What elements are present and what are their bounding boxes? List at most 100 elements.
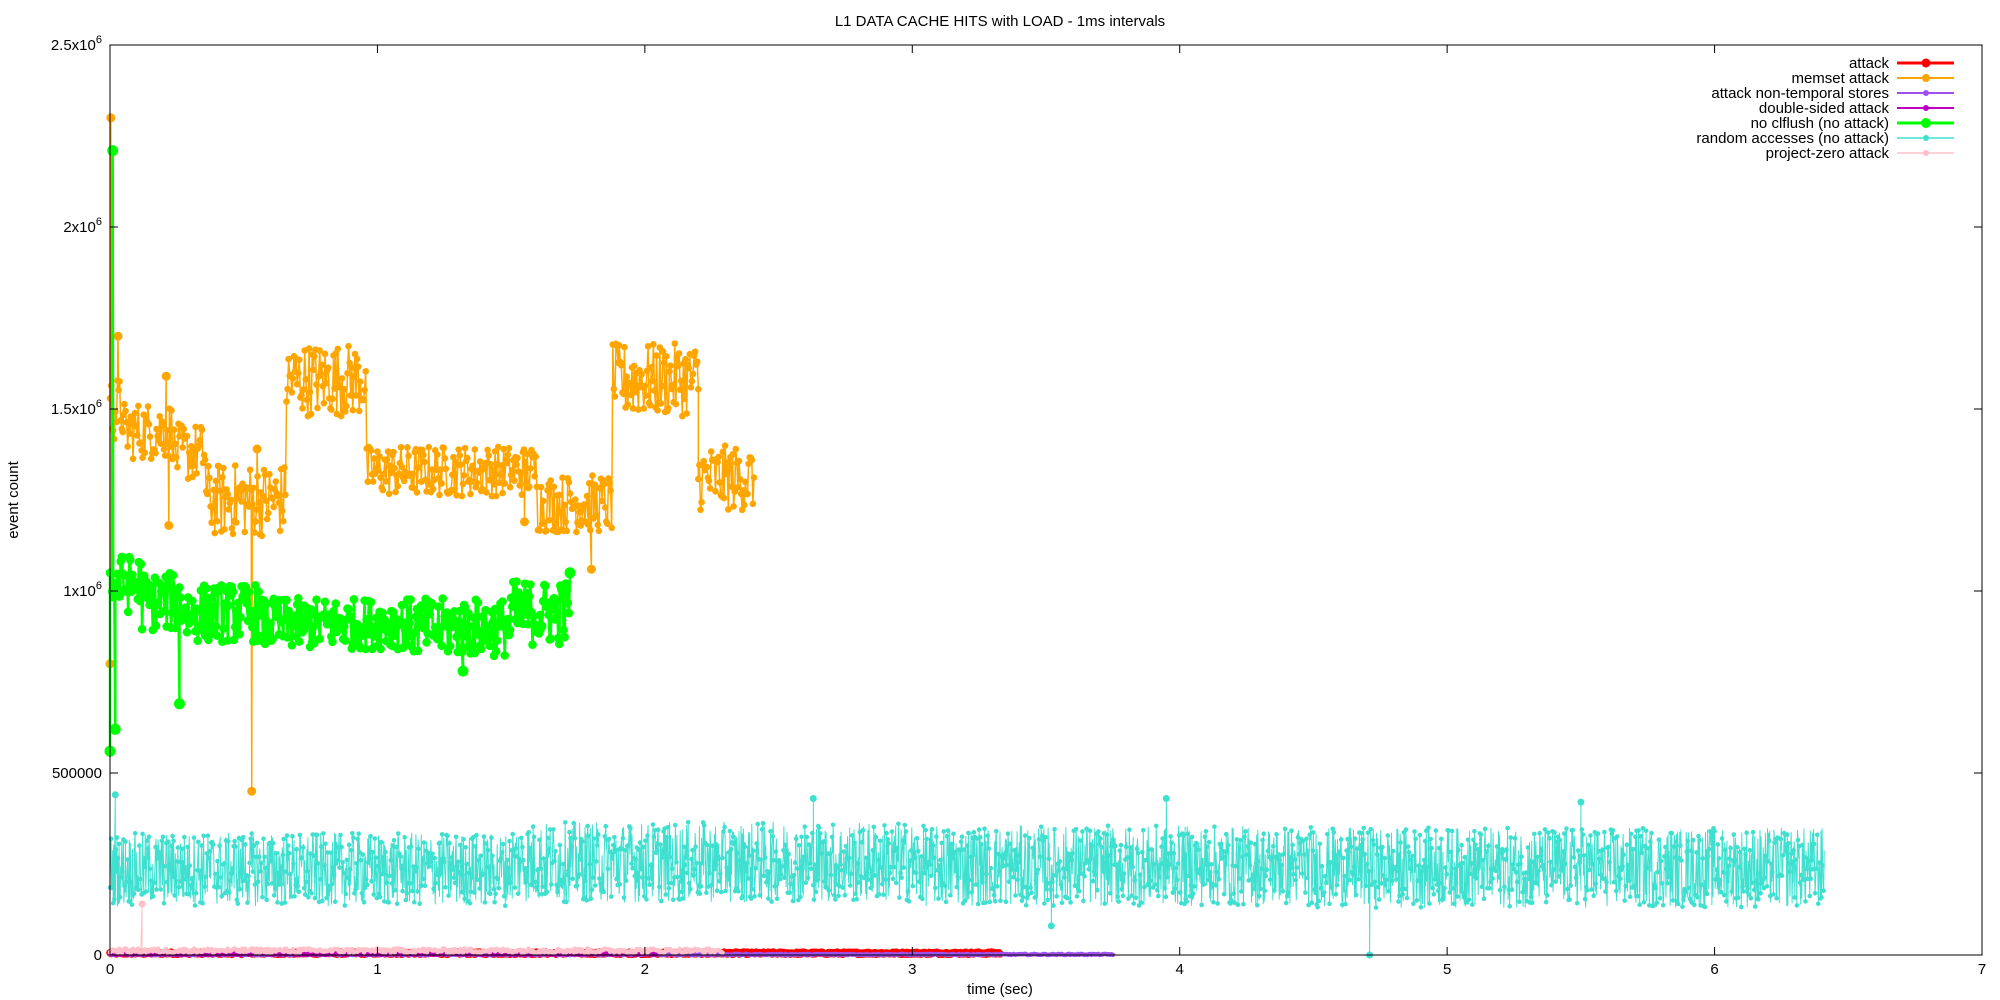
data-point — [1442, 885, 1447, 891]
data-point — [328, 850, 334, 855]
data-point — [759, 827, 765, 832]
data-point — [839, 867, 844, 873]
data-point — [1036, 837, 1042, 842]
data-point — [523, 450, 531, 458]
data-point — [353, 887, 358, 892]
data-point — [1379, 881, 1384, 886]
data-point — [1283, 900, 1289, 906]
data-point — [223, 636, 232, 645]
data-point — [1092, 872, 1098, 877]
data-point — [1534, 881, 1539, 886]
data-point — [157, 440, 165, 448]
data-point — [592, 883, 598, 888]
data-point — [1644, 865, 1650, 871]
data-point — [327, 886, 333, 892]
data-point — [608, 894, 614, 899]
data-point — [167, 608, 177, 618]
data-point — [1226, 842, 1231, 848]
data-point — [1096, 829, 1101, 834]
data-point — [1504, 847, 1509, 852]
data-point — [1267, 877, 1273, 883]
data-point — [486, 476, 494, 484]
data-point — [314, 832, 320, 838]
data-point — [977, 834, 983, 840]
data-point — [151, 621, 161, 631]
data-point — [1486, 843, 1491, 849]
data-point — [945, 828, 951, 833]
data-point — [901, 865, 906, 870]
data-point — [1481, 896, 1487, 902]
data-point — [398, 854, 403, 859]
data-point — [1338, 837, 1344, 842]
data-point — [425, 850, 431, 856]
data-point — [1577, 860, 1582, 865]
data-point — [126, 555, 135, 565]
data-point — [323, 841, 328, 847]
data-point — [202, 584, 211, 593]
data-point — [725, 869, 731, 874]
data-point — [1724, 899, 1729, 904]
data-point — [159, 838, 165, 844]
data-point — [729, 451, 736, 458]
data-point — [124, 879, 129, 885]
data-point — [1426, 825, 1431, 831]
data-point — [1322, 873, 1328, 879]
data-point — [595, 843, 600, 848]
data-point — [1774, 895, 1779, 901]
data-point — [720, 855, 725, 861]
data-point — [391, 464, 398, 472]
data-point — [813, 889, 819, 895]
data-point — [1532, 831, 1537, 837]
data-point — [1657, 896, 1663, 901]
data-point — [377, 894, 383, 900]
data-point — [603, 823, 609, 829]
data-point — [124, 443, 131, 450]
data-point — [1064, 866, 1069, 872]
data-point — [1700, 856, 1706, 861]
data-point — [1669, 830, 1675, 836]
data-point — [719, 448, 727, 456]
data-point — [290, 833, 295, 839]
data-point — [390, 631, 399, 640]
data-point — [1203, 829, 1209, 834]
data-point — [1614, 834, 1620, 839]
data-point — [206, 855, 212, 861]
data-point — [1792, 895, 1798, 900]
data-point — [1235, 902, 1241, 907]
data-point — [606, 836, 612, 842]
data-point — [1261, 831, 1266, 836]
data-point — [1081, 898, 1086, 904]
data-point — [455, 859, 461, 864]
data-point — [1728, 845, 1733, 851]
data-point — [354, 861, 359, 866]
data-point — [1626, 878, 1632, 883]
data-point — [457, 461, 465, 468]
data-point — [1386, 888, 1392, 894]
data-point — [501, 480, 509, 487]
data-point — [1013, 893, 1018, 898]
data-point — [1715, 842, 1721, 847]
data-point — [998, 898, 1003, 903]
data-point — [1385, 833, 1391, 838]
data-point — [1086, 867, 1092, 872]
data-point — [679, 889, 685, 895]
data-point — [1568, 883, 1573, 888]
data-point — [648, 364, 655, 371]
data-point — [1635, 893, 1640, 899]
data-point — [160, 834, 166, 840]
data-point — [1244, 852, 1249, 857]
data-point — [379, 486, 387, 494]
data-point — [315, 861, 321, 866]
data-point — [1038, 824, 1044, 830]
data-point — [496, 885, 502, 891]
data-point — [596, 832, 601, 837]
data-point — [955, 874, 960, 880]
data-point — [748, 456, 756, 464]
data-point — [524, 619, 533, 629]
data-point — [687, 880, 692, 886]
series-5 — [107, 791, 1826, 959]
data-point — [630, 362, 638, 370]
data-point — [438, 480, 445, 487]
data-point — [562, 820, 568, 825]
data-point — [621, 343, 628, 351]
